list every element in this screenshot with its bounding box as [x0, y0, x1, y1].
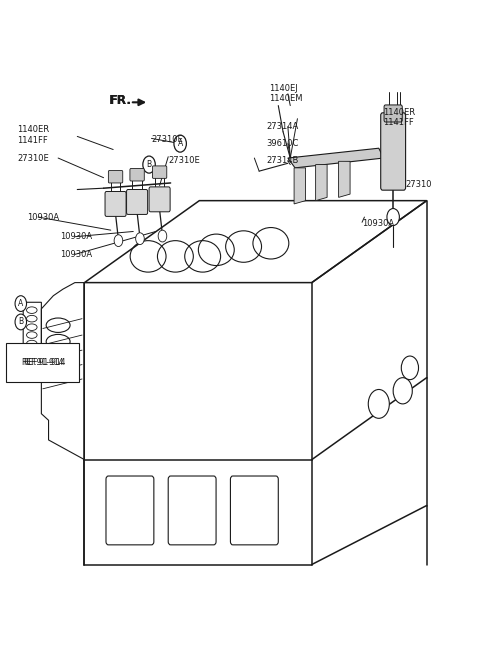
- Text: 1140ER
1141FF: 1140ER 1141FF: [384, 108, 416, 127]
- Polygon shape: [338, 162, 350, 197]
- Text: 1140ER
1141FF: 1140ER 1141FF: [17, 125, 49, 145]
- Text: 27310E: 27310E: [168, 156, 200, 164]
- Text: A: A: [178, 139, 183, 148]
- FancyBboxPatch shape: [108, 171, 123, 183]
- Circle shape: [368, 390, 389, 419]
- Text: B: B: [18, 317, 24, 327]
- Circle shape: [15, 314, 26, 330]
- Circle shape: [174, 135, 186, 152]
- Text: 27310: 27310: [405, 180, 432, 189]
- Polygon shape: [294, 168, 306, 204]
- FancyBboxPatch shape: [130, 169, 144, 181]
- Text: REF.91-914: REF.91-914: [21, 358, 63, 367]
- FancyBboxPatch shape: [105, 191, 126, 216]
- Circle shape: [387, 208, 399, 225]
- Polygon shape: [288, 148, 384, 168]
- FancyBboxPatch shape: [149, 187, 170, 212]
- Text: 10930A: 10930A: [27, 213, 59, 221]
- Text: B: B: [146, 160, 152, 169]
- Text: 10930A: 10930A: [60, 232, 93, 241]
- Circle shape: [114, 235, 123, 246]
- Circle shape: [158, 230, 167, 242]
- Circle shape: [401, 356, 419, 380]
- Text: REF.91-914: REF.91-914: [24, 358, 66, 367]
- Text: 1140EJ
1140EM: 1140EJ 1140EM: [269, 84, 302, 104]
- Text: 27310E: 27310E: [17, 154, 49, 162]
- Polygon shape: [316, 165, 327, 200]
- Text: 27314B: 27314B: [266, 156, 299, 165]
- Circle shape: [15, 296, 26, 311]
- Text: 27310E: 27310E: [152, 135, 183, 144]
- FancyBboxPatch shape: [381, 113, 406, 190]
- Text: 39610C: 39610C: [266, 139, 299, 148]
- Circle shape: [393, 378, 412, 404]
- Text: 10930A: 10930A: [362, 219, 394, 228]
- Circle shape: [136, 233, 144, 244]
- Text: FR.: FR.: [108, 94, 132, 107]
- Text: FR.: FR.: [110, 94, 132, 107]
- Text: 27314A: 27314A: [266, 122, 299, 131]
- FancyBboxPatch shape: [384, 105, 402, 122]
- Text: A: A: [18, 299, 24, 308]
- FancyBboxPatch shape: [127, 189, 148, 214]
- Circle shape: [143, 156, 156, 173]
- Text: 10930A: 10930A: [60, 250, 93, 259]
- FancyBboxPatch shape: [153, 166, 167, 178]
